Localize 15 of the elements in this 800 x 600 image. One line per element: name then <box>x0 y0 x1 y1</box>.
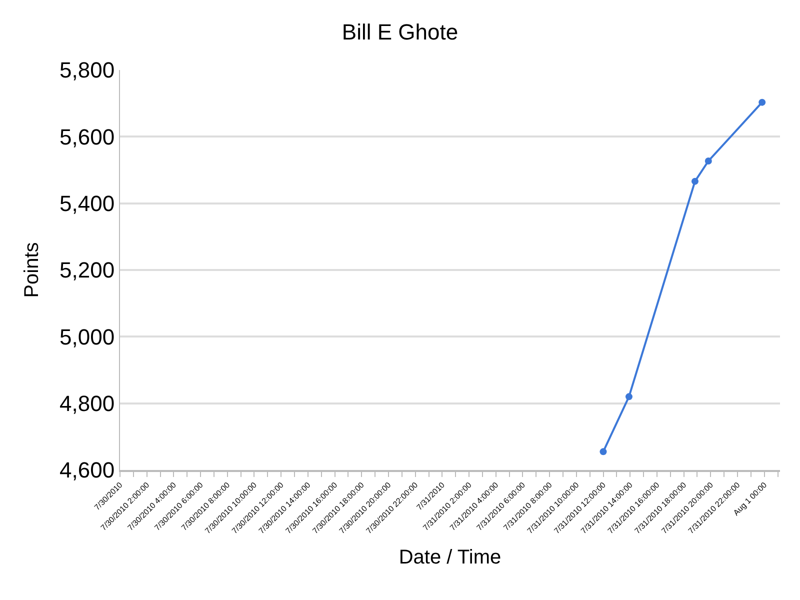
y-axis-title: Points <box>21 242 44 298</box>
y-tick-label: 4,800 <box>60 391 115 416</box>
y-tick-label: 4,600 <box>60 458 115 483</box>
y-tick-label: 5,200 <box>60 258 115 283</box>
point <box>691 178 698 185</box>
point <box>704 158 712 164</box>
point <box>758 98 766 106</box>
point <box>625 393 632 400</box>
y-tick-label: 5,400 <box>60 191 115 216</box>
chart-title: Bill E Ghote <box>342 19 458 44</box>
y-tick-label: 5,800 <box>60 58 115 83</box>
x-axis-title: Date / Time <box>398 546 502 569</box>
y-tick-label: 5,000 <box>60 324 115 350</box>
y-tick-label: 5,600 <box>60 124 115 150</box>
point <box>600 448 607 456</box>
